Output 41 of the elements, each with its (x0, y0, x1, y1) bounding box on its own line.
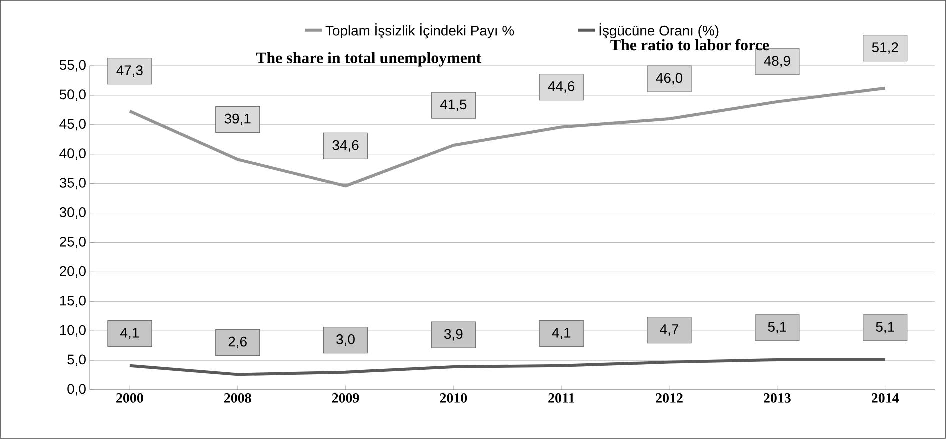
y-tick-label: 30,0 (60, 208, 86, 220)
data-label: 4,7 (660, 324, 679, 336)
data-label: 5,1 (768, 322, 786, 334)
data-label: 48,9 (764, 56, 790, 68)
data-label: 51,2 (872, 42, 898, 54)
data-label: 3,0 (336, 334, 355, 346)
y-tick-label: 10,0 (60, 325, 86, 337)
data-label: 2,6 (228, 336, 247, 348)
x-tick-label: 2010 (440, 394, 468, 403)
y-tick-label: 40,0 (60, 148, 86, 160)
legend-label: İşgücüne Oranı (%) (600, 24, 719, 39)
y-tick-label: 0,0 (68, 384, 86, 396)
data-label: 3,9 (444, 329, 463, 341)
y-tick-label: 50,0 (60, 90, 86, 102)
x-tick-label: 2009 (332, 394, 360, 403)
data-label: 4,1 (552, 328, 571, 340)
data-label: 5,1 (876, 322, 894, 334)
data-label: 44,6 (548, 81, 575, 94)
text: The ratio to labor force (610, 39, 770, 51)
x-tick-label: 2008 (224, 394, 252, 403)
line-series (128, 358, 887, 376)
y-tick-label: 15,0 (60, 296, 86, 308)
annotation: The share in total unemployment (256, 52, 482, 67)
data-label: 34,6 (332, 140, 359, 152)
y-tick-label: 25,0 (60, 236, 86, 248)
x-tick-label: 2013 (764, 394, 791, 403)
data-label: 4,1 (120, 328, 139, 340)
x-tick-label: 2014 (872, 394, 900, 403)
data-label: 39,1 (224, 114, 251, 126)
x-tick-label: 2012 (656, 394, 683, 403)
data-label: 47,3 (116, 66, 143, 78)
x-tick-label: 2000 (116, 394, 144, 403)
legend-label: Toplam İşsizlik İçindeki Payı % (326, 24, 514, 39)
x-tick-label: 2011 (548, 394, 574, 403)
y-tick-label: 5,0 (68, 354, 86, 366)
y-tick-label: 55,0 (60, 60, 86, 72)
y-tick-label: 45,0 (60, 119, 86, 131)
data-label: 41,5 (440, 100, 467, 112)
y-tick-label: 35,0 (60, 178, 86, 190)
data-label: 46,0 (656, 73, 683, 85)
y-tick-label: 20,0 (60, 266, 86, 278)
